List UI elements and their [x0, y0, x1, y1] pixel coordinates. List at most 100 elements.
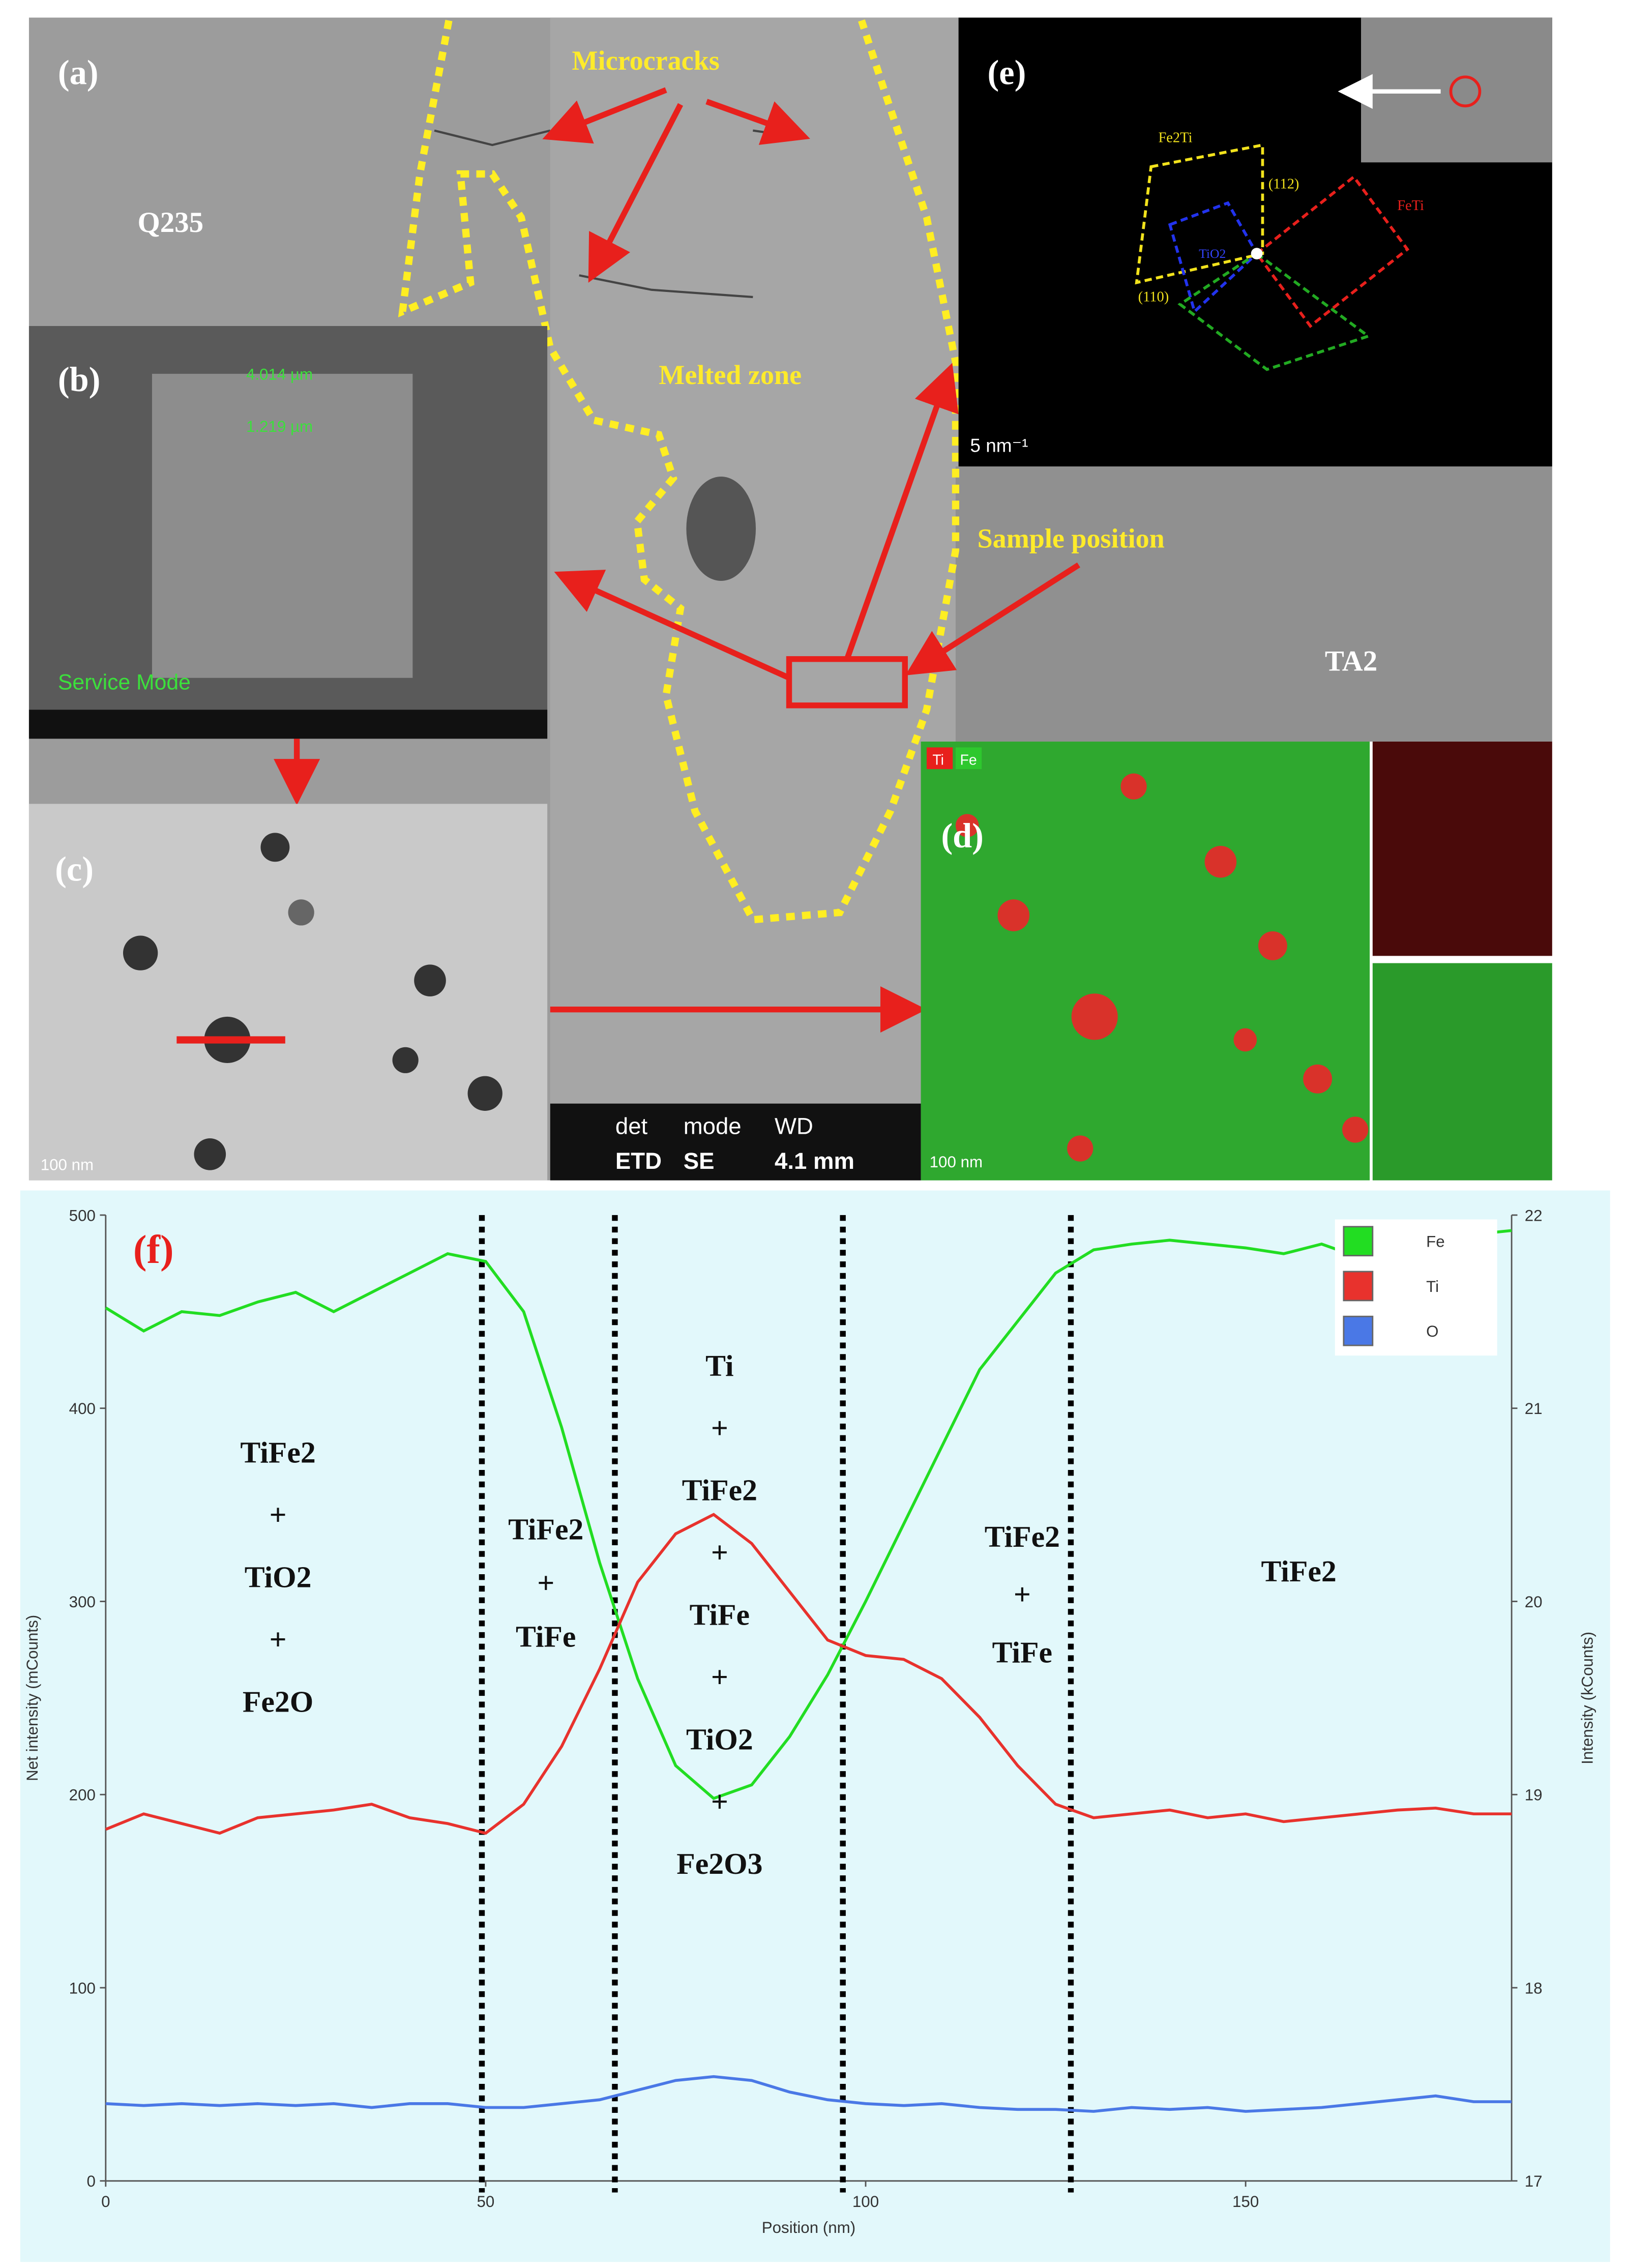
- phase-label: Ti: [705, 1349, 733, 1382]
- y2-tick-label: 22: [1525, 1206, 1543, 1224]
- x-tick-label: 150: [1232, 2193, 1259, 2211]
- info-value: ETD: [615, 1148, 662, 1174]
- y2-tick-label: 20: [1525, 1593, 1543, 1611]
- key: [926, 747, 953, 770]
- y-axis-label: Net intensity (mCounts): [23, 1615, 41, 1781]
- phase-label: Fe2Ti: [1158, 130, 1192, 145]
- phase-label: +: [537, 1566, 554, 1600]
- phase-label: +: [711, 1660, 728, 1694]
- region-label: Melted zone: [659, 360, 802, 390]
- key-label: Fe: [960, 752, 977, 769]
- x-tick-label: 0: [101, 2193, 110, 2211]
- tem-image: [28, 804, 548, 1181]
- series-line: [105, 1513, 1512, 1835]
- phase-label: TiFe2: [682, 1474, 757, 1507]
- y-tick-label: 300: [69, 1593, 96, 1611]
- x-tick-label: 50: [477, 2193, 495, 2211]
- y-tick-label: 400: [69, 1400, 96, 1418]
- series-line: [105, 2075, 1512, 2113]
- legend-swatch: [1343, 1226, 1374, 1257]
- ta2-region: [955, 466, 1552, 742]
- panel-label: (a): [58, 53, 99, 92]
- plane-label: (112): [1268, 176, 1299, 192]
- phase-label: +: [270, 1498, 287, 1531]
- measurement: 1.219 µm: [246, 418, 313, 435]
- x-axis-label: Position (nm): [762, 2219, 855, 2236]
- phase-label: +: [270, 1623, 287, 1656]
- phase-label: TiO2: [1199, 246, 1226, 261]
- phase-label: TiFe2: [508, 1513, 583, 1546]
- y2-tick-label: 21: [1525, 1400, 1543, 1418]
- panel-label: (f): [133, 1227, 174, 1272]
- legend-label: Ti: [1426, 1278, 1439, 1295]
- measurement: 4.014 µm: [246, 365, 313, 383]
- phase-label: TiFe2: [240, 1436, 315, 1469]
- scale-label: 100 nm: [41, 1156, 94, 1174]
- phase-label: TiFe: [690, 1598, 750, 1632]
- y-tick-label: 0: [86, 2172, 95, 2190]
- particle: [686, 477, 756, 581]
- phase-label: +: [711, 1785, 728, 1818]
- legend-swatch: [1343, 1271, 1374, 1302]
- info-bar: [550, 1103, 921, 1181]
- region-label: TA2: [1325, 645, 1377, 678]
- x-tick-label: 100: [852, 2193, 879, 2211]
- chart: 0 100 200 300 400 500 17 18 19 20 21 22 0 50 100 150 Pos…: [23, 1206, 1597, 2236]
- scale-label: 5 nm⁻¹: [970, 435, 1028, 456]
- y2-tick-label: 19: [1525, 1786, 1543, 1804]
- panel-label: (c): [55, 849, 94, 888]
- center-spot: [1251, 248, 1263, 260]
- y-tick-label: 500: [69, 1206, 96, 1224]
- phase-label: TiFe: [992, 1636, 1052, 1669]
- cell: [1177, 252, 1372, 371]
- feti-cell: [1255, 174, 1410, 329]
- y-tick-label: 200: [69, 1786, 96, 1804]
- key-label: Ti: [932, 752, 944, 769]
- annotation: Microcracks: [572, 45, 720, 76]
- chart-background: [20, 1190, 1610, 2262]
- panel-label: (d): [941, 816, 984, 855]
- arrows: [274, 87, 1080, 1033]
- phase-label: TiFe: [516, 1619, 576, 1653]
- melted-outline: [398, 19, 960, 924]
- annotation: Sample position: [978, 523, 1165, 554]
- legend-label: O: [1426, 1322, 1438, 1340]
- phase-label: TiFe2: [1261, 1554, 1336, 1588]
- panel-label: (b): [58, 360, 101, 399]
- phase-label: +: [1014, 1578, 1031, 1611]
- ti-map: [1372, 742, 1552, 956]
- y2-tick-label: 18: [1525, 1979, 1543, 1997]
- fe-map: [1372, 963, 1552, 1181]
- region-label: Q235: [137, 207, 203, 239]
- info-bar: [28, 710, 548, 739]
- info-value: SE: [684, 1148, 715, 1174]
- y2-axis-label: Intensity (kCounts): [1579, 1632, 1597, 1764]
- info-value: 4.1 mm: [775, 1148, 854, 1174]
- marker: [1449, 75, 1482, 108]
- ti-spots: [955, 773, 1369, 1162]
- eds-map: [921, 742, 1370, 1181]
- phase-label: Fe2O3: [676, 1847, 762, 1880]
- plane-label: (110): [1138, 289, 1169, 305]
- legend-label: Fe: [1426, 1233, 1445, 1251]
- phase-label: TiO2: [245, 1560, 312, 1594]
- melted-region: [550, 17, 959, 1104]
- info-header: mode: [684, 1113, 742, 1139]
- info-header: det: [615, 1113, 648, 1139]
- key: [955, 747, 982, 770]
- phase-label: +: [711, 1411, 728, 1445]
- series-line: [105, 1229, 1512, 1801]
- phase-label: +: [711, 1536, 728, 1569]
- phase-label: TiO2: [686, 1722, 753, 1756]
- phase-label: TiFe2: [985, 1520, 1060, 1553]
- panel-label: (e): [988, 53, 1026, 92]
- scale-label: 100 nm: [930, 1153, 983, 1171]
- mode-text: Service Mode: [58, 670, 191, 695]
- y-tick-label: 100: [69, 1979, 96, 1997]
- legend-swatch: [1343, 1315, 1374, 1346]
- y2-tick-label: 17: [1525, 2172, 1543, 2190]
- precipitates: [123, 833, 502, 1170]
- phase-label: Fe2O: [243, 1685, 313, 1718]
- info-header: WD: [775, 1113, 813, 1139]
